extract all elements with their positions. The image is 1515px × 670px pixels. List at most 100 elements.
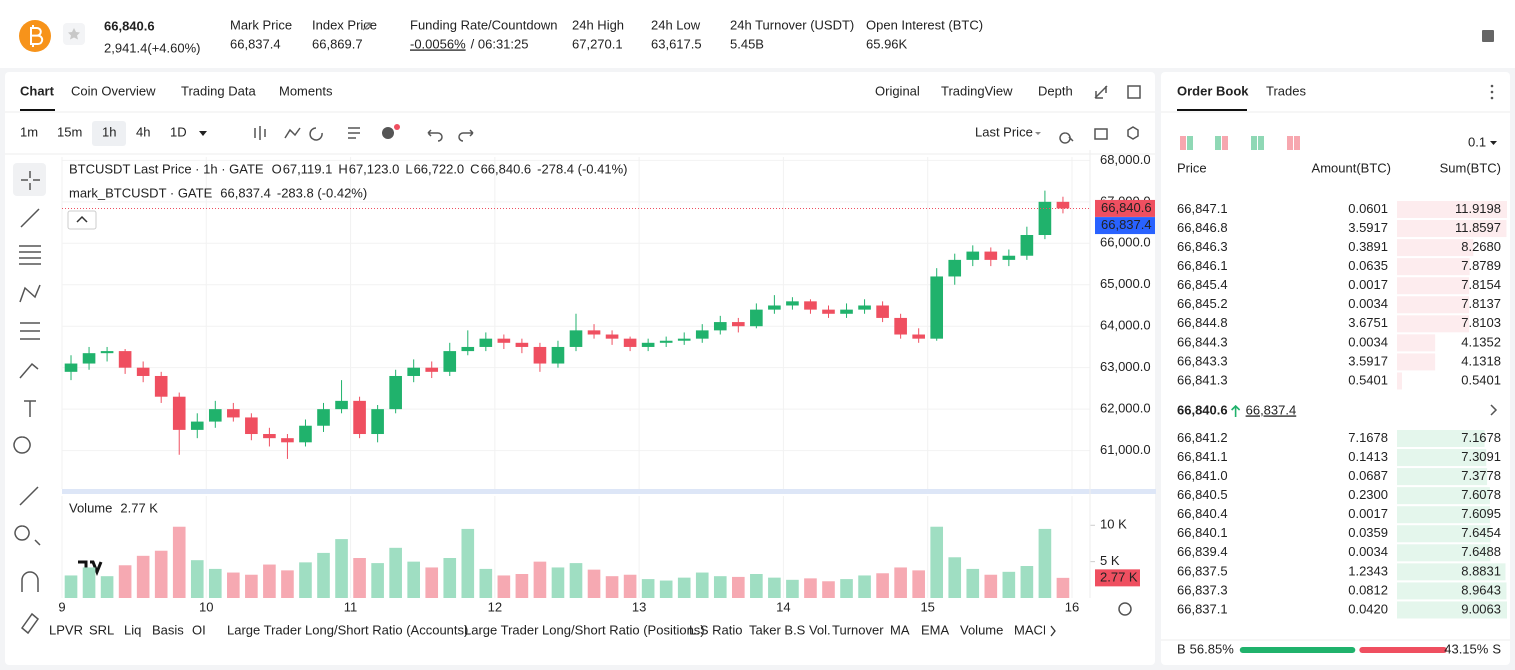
stat-value: 66,869.7	[312, 36, 363, 51]
indicator-button[interactable]: LPVR	[49, 622, 83, 637]
time-axis-label: 10	[199, 599, 213, 614]
volume-bar	[750, 574, 763, 598]
indicator-button[interactable]: SRL	[89, 622, 114, 637]
stat-label: 24h Low	[651, 17, 701, 32]
layout-icon[interactable]	[1251, 136, 1257, 150]
volume-bar	[569, 563, 583, 598]
stat-value: -0.0056%	[410, 36, 466, 51]
settings-icon[interactable]	[1118, 602, 1132, 616]
expand-icon[interactable]	[1094, 85, 1108, 99]
stat-label: Mark Price	[230, 17, 292, 32]
indicator-button[interactable]: Basis	[152, 622, 184, 637]
volume-bar	[136, 555, 150, 598]
indicator-button[interactable]: MA	[890, 622, 910, 637]
volume-bar	[623, 574, 637, 598]
indicator-button[interactable]: Turnover	[832, 622, 884, 637]
ohlc-value: 67,119.1	[283, 161, 333, 176]
buy-side: B	[1177, 641, 1186, 656]
candle-body	[263, 434, 276, 439]
view-tab[interactable]: TradingView	[941, 83, 1013, 98]
orderbook-tab[interactable]: Trades	[1266, 83, 1306, 98]
candle-body	[732, 322, 745, 327]
interval-button[interactable]: 4h	[136, 124, 150, 139]
indicator-button[interactable]: Liq	[124, 622, 141, 637]
volume-axis-label: 10 K	[1100, 517, 1127, 532]
indicator-button[interactable]: OI	[192, 622, 206, 637]
indicator-button[interactable]: Large Trader Long/Short Ratio (Accounts)	[227, 622, 468, 637]
indicator-button[interactable]: Large Trader Long/Short Ratio (Positions…	[464, 622, 705, 637]
layout-icon[interactable]	[1180, 136, 1186, 150]
interval-button[interactable]: 1m	[20, 124, 38, 139]
order-amount: 3.6751	[1348, 315, 1388, 330]
depth-bar	[1397, 468, 1488, 486]
volume-bar	[335, 539, 348, 598]
indicator-icon[interactable]	[382, 127, 394, 139]
volume-bar	[281, 570, 294, 598]
layout-icon	[1258, 136, 1264, 150]
order-price: 66,847.1	[1177, 201, 1228, 216]
candle-body	[190, 421, 204, 430]
indicator-button[interactable]: EMA	[921, 622, 950, 637]
book-icon[interactable]	[1482, 30, 1494, 42]
stat-label: Index Price	[312, 17, 377, 32]
interval-button[interactable]: 1D	[170, 124, 187, 139]
volume-bar	[208, 568, 222, 598]
view-tab[interactable]: Original	[875, 83, 920, 98]
depth-bar	[1397, 258, 1470, 276]
order-sum: 7.6454	[1461, 525, 1501, 540]
candle-body	[443, 351, 457, 372]
volume-bar	[263, 564, 276, 598]
volume-legend-value: 2.77 K	[120, 500, 158, 515]
layout-icon[interactable]	[1215, 136, 1221, 150]
order-sum: 0.5401	[1461, 372, 1501, 387]
candle-body	[876, 305, 889, 318]
price-type-select[interactable]: Last Price	[975, 124, 1033, 139]
candle-body	[353, 400, 366, 435]
volume-bar	[227, 572, 240, 598]
candle-body	[281, 438, 294, 443]
indicator-button[interactable]: Volume	[960, 622, 1003, 637]
view-tab[interactable]: Depth	[1038, 83, 1073, 98]
window-icon[interactable]	[1127, 85, 1141, 99]
chart-tab[interactable]: Chart	[20, 83, 55, 98]
chart-tab[interactable]: Coin Overview	[71, 83, 156, 98]
order-price: 66,841.2	[1177, 430, 1228, 445]
chart-tab[interactable]: Trading Data	[181, 83, 256, 98]
time-axis-label: 11	[344, 599, 358, 614]
chart-tab[interactable]: Moments	[279, 83, 333, 98]
order-price: 66,837.3	[1177, 582, 1228, 597]
indicator-button[interactable]: MACD	[1014, 622, 1052, 637]
stat-value: 65.96K	[866, 36, 908, 51]
time-axis-label: 15	[920, 599, 934, 614]
buy-ratio: 56.85%	[1190, 641, 1235, 656]
volume-bar	[587, 569, 601, 598]
chevron[interactable]	[1490, 404, 1498, 416]
order-sum: 7.3778	[1461, 468, 1501, 483]
time-axis-label: 9	[58, 599, 65, 614]
price-axis-label: 68,000.0	[1100, 152, 1151, 167]
interval-button[interactable]: 1h	[102, 124, 116, 139]
legend-change: -278.4 (-0.41%)	[537, 161, 627, 176]
candle-body	[299, 425, 312, 443]
order-sum: 4.1352	[1461, 334, 1501, 349]
time-axis-label: 14	[776, 599, 790, 614]
order-price: 66,846.8	[1177, 220, 1228, 235]
interval-button[interactable]: 15m	[57, 124, 82, 139]
volume-bar	[786, 579, 799, 598]
candle-body	[641, 342, 655, 347]
layout-icon[interactable]	[1287, 136, 1293, 150]
toolbar-icons[interactable]	[254, 126, 1139, 144]
candle-body	[984, 251, 998, 260]
volume-bar	[461, 528, 475, 598]
legend-title: BTCUSDT Last Price · 1h · GATE	[69, 161, 264, 176]
volume-bar	[299, 562, 312, 598]
tool-selected-bg	[13, 163, 46, 196]
collapse-button[interactable]	[67, 210, 97, 230]
tool-icons[interactable]	[13, 171, 41, 635]
order-sum: 9.0063	[1461, 601, 1501, 616]
orderbook-tab[interactable]: Order Book	[1177, 83, 1249, 98]
indicator-button[interactable]: Taker B.S Vol.	[749, 622, 831, 637]
indicator-button[interactable]: L.S Ratio	[689, 622, 742, 637]
precision-select[interactable]: 0.1	[1468, 134, 1486, 149]
